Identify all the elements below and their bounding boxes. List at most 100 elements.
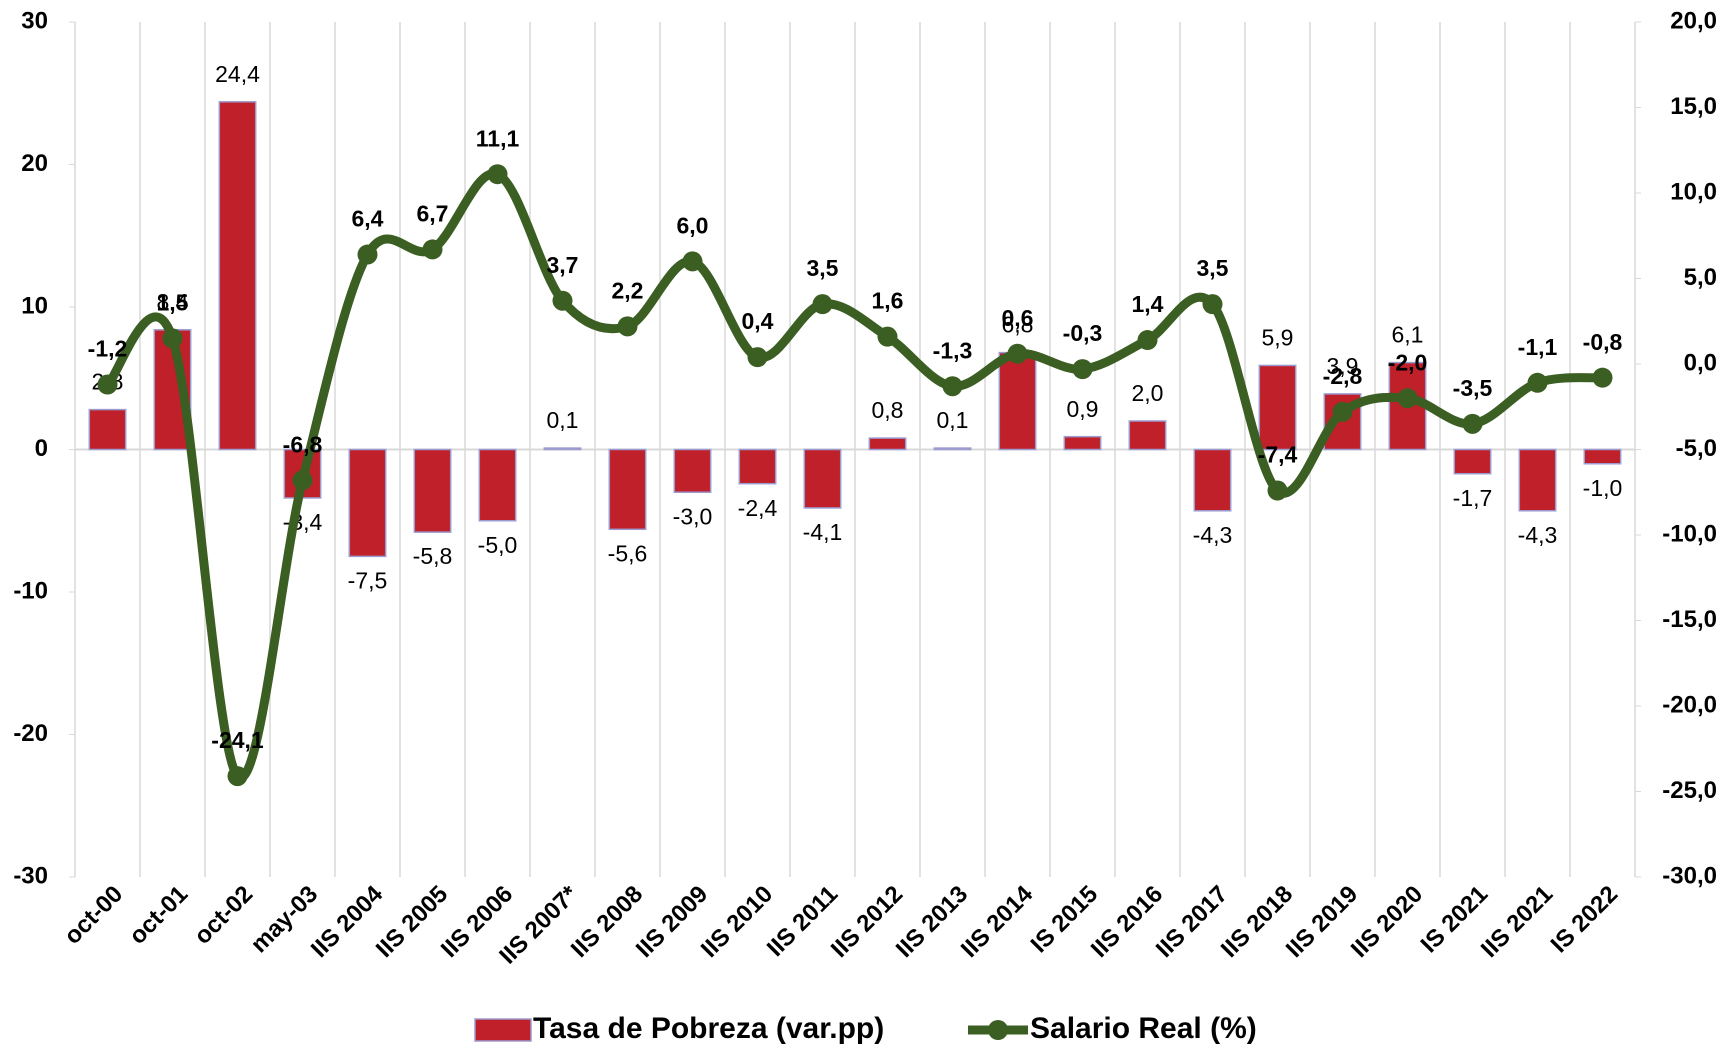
line-label: 3,7 [547, 252, 579, 278]
line-point [1007, 343, 1028, 364]
bar [1583, 448, 1622, 465]
bar-label: -4,3 [1518, 522, 1558, 548]
bar-label: 0,1 [937, 407, 969, 433]
line-point [812, 294, 833, 315]
x-tick-label: IIS 2021 [1476, 881, 1558, 963]
bar-label: 5,9 [1262, 325, 1294, 351]
bar-label: -4,3 [1193, 522, 1233, 548]
x-tick-label: IIS 2005 [371, 881, 453, 963]
x-tick-label: IS 2022 [1546, 881, 1624, 959]
bar-label: 24,4 [215, 61, 260, 87]
y2-tick-label: -20,0 [1662, 691, 1717, 718]
bar [478, 448, 517, 522]
y2-tick-label: -30,0 [1662, 862, 1717, 889]
bar [673, 448, 712, 493]
line-label: -3,5 [1453, 375, 1493, 401]
line-point [552, 290, 573, 311]
line-point [1332, 401, 1353, 422]
y-tick-label: -20 [13, 720, 48, 747]
line-point [1527, 372, 1548, 393]
line-label: -0,8 [1583, 329, 1623, 355]
bar [88, 408, 127, 451]
x-tick-label: IIS 2020 [1346, 881, 1428, 963]
x-tick-label: IIS 2012 [826, 881, 908, 963]
x-tick-label: IIS 2016 [1086, 881, 1168, 963]
y2-tick-label: 10,0 [1670, 178, 1717, 205]
line-point [942, 376, 963, 397]
x-tick-label: IIS 2010 [696, 881, 778, 963]
bar [413, 448, 452, 533]
line-label: -1,3 [933, 337, 973, 363]
bar [1518, 448, 1557, 512]
line-label: -0,3 [1063, 320, 1103, 346]
bar-label: 3,9 [1327, 353, 1359, 379]
y-tick-label: 30 [21, 7, 48, 34]
bar-label: -3,0 [673, 503, 713, 529]
x-tick-label: IIS 2009 [631, 881, 713, 963]
line-point [97, 374, 118, 395]
x-tick-label: IIS 2017 [1151, 881, 1233, 963]
y2-tick-label: 20,0 [1670, 7, 1717, 34]
line-label: -2,0 [1388, 349, 1428, 375]
x-tick-label: IIS 2018 [1216, 881, 1298, 963]
line-point [1397, 388, 1418, 409]
line-point [422, 239, 443, 260]
bar-label: 6,8 [1002, 312, 1034, 338]
line-point [682, 251, 703, 272]
bar [738, 448, 777, 485]
line-label: -6,8 [283, 431, 323, 457]
bar [1258, 364, 1297, 451]
bar-label: 8,4 [157, 289, 189, 315]
bar [543, 447, 582, 451]
x-tick-label: oct-00 [59, 881, 128, 950]
line-point [487, 164, 508, 185]
legend-marker [988, 1020, 1008, 1040]
bar-label: -1,0 [1583, 475, 1623, 501]
line-label: 6,0 [677, 212, 709, 238]
bar [608, 448, 647, 531]
line-label: -1,2 [88, 336, 128, 362]
y-tick-label: 10 [21, 292, 48, 319]
bar-label: -5,6 [608, 540, 648, 566]
bar [218, 101, 257, 451]
x-tick-label: IIS 2008 [566, 881, 648, 963]
line-point [1462, 413, 1483, 434]
line-label: 2,2 [612, 277, 644, 303]
legend-label: Salario Real (%) [1030, 1012, 1257, 1045]
line-point [1592, 367, 1613, 388]
line-point [1202, 294, 1223, 315]
legend-label: Tasa de Pobreza (var.pp) [533, 1012, 884, 1045]
line-label: 1,4 [1132, 291, 1164, 317]
line-label: -24,1 [211, 727, 264, 753]
bar-label: 0,9 [1067, 396, 1099, 422]
line-label: 11,1 [476, 125, 520, 151]
bar-label: 2,0 [1132, 380, 1164, 406]
bar [868, 437, 907, 451]
bar [1063, 435, 1102, 451]
y2-tick-label: -25,0 [1662, 777, 1717, 804]
x-tick-label: IIS 2019 [1281, 881, 1363, 963]
y2-tick-label: -10,0 [1662, 520, 1717, 547]
bar-label: 0,1 [547, 407, 579, 433]
bar-label: -4,1 [803, 519, 843, 545]
line-label: 1,5 [157, 289, 189, 315]
line-label: 0,4 [742, 308, 774, 334]
bar-label: 0,8 [872, 397, 904, 423]
bar-label: -7,5 [348, 567, 388, 593]
line-label: 1,6 [872, 288, 904, 314]
line-point [162, 328, 183, 349]
line-label: -2,8 [1323, 363, 1363, 389]
line-point [1072, 359, 1093, 380]
y-tick-label: -30 [13, 862, 48, 889]
line-point [747, 347, 768, 368]
y2-tick-label: -5,0 [1676, 435, 1717, 462]
line-label: -7,4 [1258, 442, 1298, 468]
bar-label: -2,4 [738, 495, 778, 521]
bar-label: -1,7 [1453, 485, 1493, 511]
bar [933, 447, 972, 451]
bar [1128, 420, 1167, 451]
line-point [357, 244, 378, 265]
line-point [1137, 330, 1158, 351]
y-tick-label: -10 [13, 577, 48, 604]
